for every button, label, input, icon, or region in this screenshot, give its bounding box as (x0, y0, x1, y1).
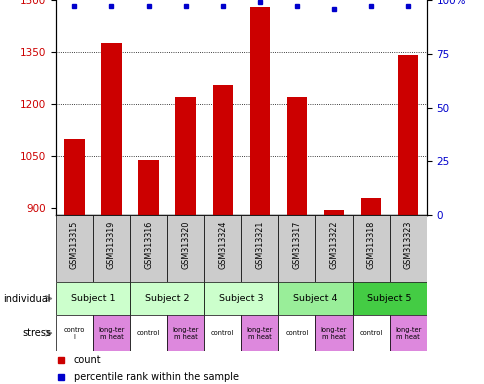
Text: GSM313315: GSM313315 (70, 220, 79, 269)
Text: GSM313317: GSM313317 (292, 220, 301, 269)
Text: GSM313318: GSM313318 (366, 220, 375, 269)
Bar (323, 210, 344, 215)
Bar (278, 215, 315, 282)
Text: control: control (285, 330, 308, 336)
Bar (130, 215, 166, 282)
Text: long-ter
m heat: long-ter m heat (98, 327, 124, 339)
Bar (278, 315, 315, 351)
Bar (93, 215, 130, 282)
Bar (166, 215, 204, 282)
Bar (278, 282, 352, 315)
Text: control: control (211, 330, 234, 336)
Text: GSM313322: GSM313322 (329, 220, 338, 269)
Text: stress: stress (22, 328, 51, 338)
Bar (175, 97, 196, 215)
Bar (166, 315, 204, 351)
Text: GSM313323: GSM313323 (403, 220, 412, 269)
Text: GSM313320: GSM313320 (181, 220, 190, 269)
Text: individual: individual (3, 293, 51, 304)
Bar (93, 315, 130, 351)
Text: Subject 5: Subject 5 (367, 294, 411, 303)
Bar (397, 56, 418, 215)
Text: Subject 4: Subject 4 (293, 294, 337, 303)
Text: long-ter
m heat: long-ter m heat (172, 327, 198, 339)
Text: Subject 2: Subject 2 (145, 294, 189, 303)
Bar (360, 198, 380, 215)
Text: long-ter
m heat: long-ter m heat (320, 327, 347, 339)
Bar (56, 215, 93, 282)
Bar (241, 315, 278, 351)
Bar (56, 315, 93, 351)
Bar (241, 215, 278, 282)
Bar (204, 282, 278, 315)
Text: Subject 3: Subject 3 (218, 294, 263, 303)
Bar (352, 282, 426, 315)
Bar (315, 215, 352, 282)
Bar (56, 282, 130, 315)
Bar (286, 97, 306, 215)
Text: percentile rank within the sample: percentile rank within the sample (74, 372, 238, 382)
Text: control: control (136, 330, 160, 336)
Bar (389, 215, 426, 282)
Bar (212, 85, 232, 215)
Bar (204, 215, 241, 282)
Text: GSM313321: GSM313321 (255, 220, 264, 269)
Bar (204, 315, 241, 351)
Text: GSM313324: GSM313324 (218, 220, 227, 269)
Bar (315, 315, 352, 351)
Bar (101, 43, 121, 215)
Text: long-ter
m heat: long-ter m heat (394, 327, 421, 339)
Text: long-ter
m heat: long-ter m heat (246, 327, 272, 339)
Bar (64, 139, 84, 215)
Bar (249, 7, 270, 215)
Text: count: count (74, 356, 101, 366)
Text: GSM313319: GSM313319 (106, 220, 116, 269)
Bar (138, 159, 158, 215)
Bar (389, 315, 426, 351)
Bar (130, 315, 166, 351)
Text: Subject 1: Subject 1 (71, 294, 115, 303)
Text: contro
l: contro l (63, 327, 85, 339)
Bar (352, 215, 389, 282)
Bar (130, 282, 204, 315)
Text: control: control (359, 330, 382, 336)
Bar (352, 315, 389, 351)
Text: GSM313316: GSM313316 (144, 220, 153, 269)
